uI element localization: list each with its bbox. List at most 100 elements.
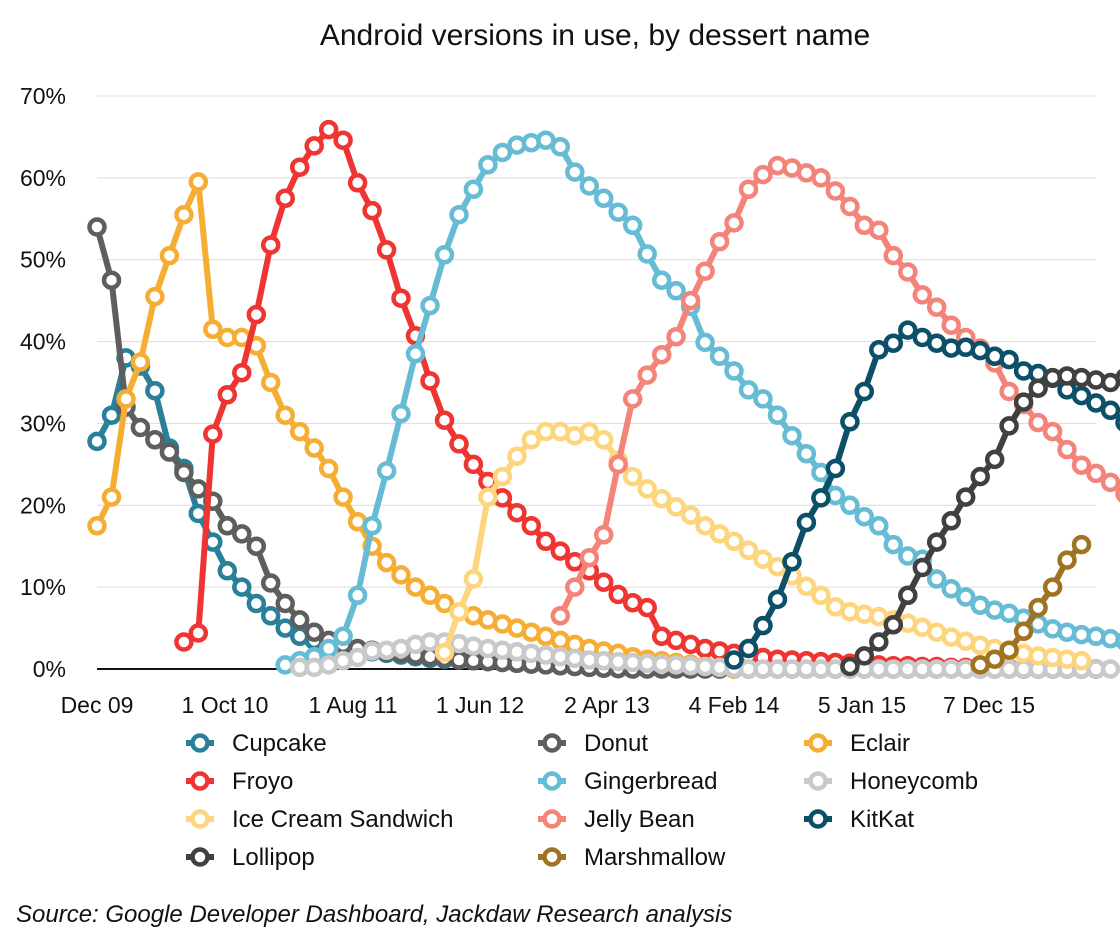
data-point (941, 579, 961, 599)
data-point (898, 320, 918, 340)
legend-label: Honeycomb (850, 768, 978, 795)
data-point (1028, 412, 1048, 433)
x-tick-label: 4 Feb 14 (689, 692, 780, 718)
data-point (883, 534, 904, 555)
data-point (709, 231, 730, 252)
data-point (811, 488, 831, 508)
data-point (579, 421, 600, 442)
data-point (217, 385, 238, 405)
data-point (203, 319, 223, 340)
legend-label: Donut (584, 730, 648, 757)
data-point (449, 601, 469, 622)
data-point (232, 524, 252, 544)
y-tick-label: 10% (20, 574, 66, 600)
data-point (854, 506, 875, 527)
data-point (854, 381, 875, 402)
data-point (289, 421, 310, 442)
data-point (695, 332, 715, 353)
data-point (1071, 455, 1092, 475)
data-point (869, 632, 889, 652)
data-point (753, 549, 773, 570)
y-tick-label: 60% (20, 165, 66, 191)
data-point (1086, 463, 1106, 484)
data-point (999, 381, 1019, 402)
source-note: Source: Google Developer Dashboard, Jack… (16, 901, 732, 928)
data-point (492, 466, 513, 487)
x-tick-label: 1 Aug 11 (308, 692, 397, 718)
data-point (622, 389, 643, 409)
data-point (304, 136, 324, 156)
data-point (434, 410, 455, 430)
data-point (999, 640, 1019, 660)
data-point (318, 638, 339, 659)
data-point (738, 540, 759, 561)
data-point (666, 281, 686, 301)
data-point (840, 656, 860, 677)
series-lollipop (840, 366, 1120, 677)
data-point (926, 532, 947, 552)
data-point (608, 202, 628, 222)
series-kitkat (724, 320, 1120, 670)
data-point (883, 245, 904, 266)
data-point (883, 333, 904, 353)
data-point (825, 181, 846, 201)
data-point (232, 362, 252, 383)
legend-label: Jelly Bean (584, 806, 695, 833)
data-point (463, 179, 484, 200)
data-point (1086, 393, 1106, 413)
data-point (391, 565, 411, 585)
legend-item: Honeycomb (804, 768, 978, 795)
data-point (275, 593, 295, 614)
data-point (840, 495, 860, 516)
data-point (260, 235, 281, 255)
data-point (376, 461, 397, 481)
data-point (1115, 485, 1120, 503)
legend: Cupcake Donut Eclair Froyo Gingerbread Honeyc… (186, 730, 978, 871)
data-point (1071, 534, 1092, 555)
data-point (492, 142, 513, 163)
data-point (478, 487, 498, 507)
data-point (304, 438, 324, 458)
data-point (188, 479, 209, 499)
x-tick-label: 1 Jun 12 (436, 692, 524, 718)
legend-marker (190, 809, 210, 829)
data-point (811, 168, 831, 188)
data-point (593, 188, 614, 209)
y-tick-label: 0% (33, 656, 66, 682)
data-point (637, 365, 657, 385)
data-point (738, 380, 759, 400)
data-point (680, 505, 701, 525)
data-point (405, 344, 426, 364)
x-tick-label: 2 Apr 13 (564, 692, 650, 718)
data-point (420, 371, 440, 391)
data-point (651, 344, 672, 365)
data-point (145, 430, 165, 450)
plot-area (87, 119, 1120, 679)
legend-label: Cupcake (232, 730, 327, 757)
data-point (753, 389, 773, 409)
data-point (1013, 392, 1034, 412)
data-point (637, 244, 657, 264)
data-point (246, 536, 267, 556)
legend-marker (542, 847, 562, 867)
data-point (420, 585, 440, 606)
data-point (391, 288, 411, 308)
data-point (666, 497, 686, 517)
data-point (709, 524, 730, 544)
legend-item: Ice Cream Sandwich (186, 806, 453, 833)
data-point (637, 597, 657, 618)
data-point (376, 552, 397, 573)
data-point (1028, 378, 1048, 398)
data-point (318, 119, 339, 140)
data-point (970, 466, 990, 487)
y-tick-label: 30% (20, 410, 66, 436)
data-point (825, 458, 846, 479)
data-point (999, 349, 1019, 370)
y-tick-label: 20% (20, 492, 66, 518)
data-point (1057, 550, 1077, 570)
series-marshmallow (970, 534, 1092, 675)
data-point (217, 561, 238, 581)
series-donut (87, 217, 1106, 679)
data-point (1100, 400, 1120, 421)
data-point (246, 304, 267, 325)
